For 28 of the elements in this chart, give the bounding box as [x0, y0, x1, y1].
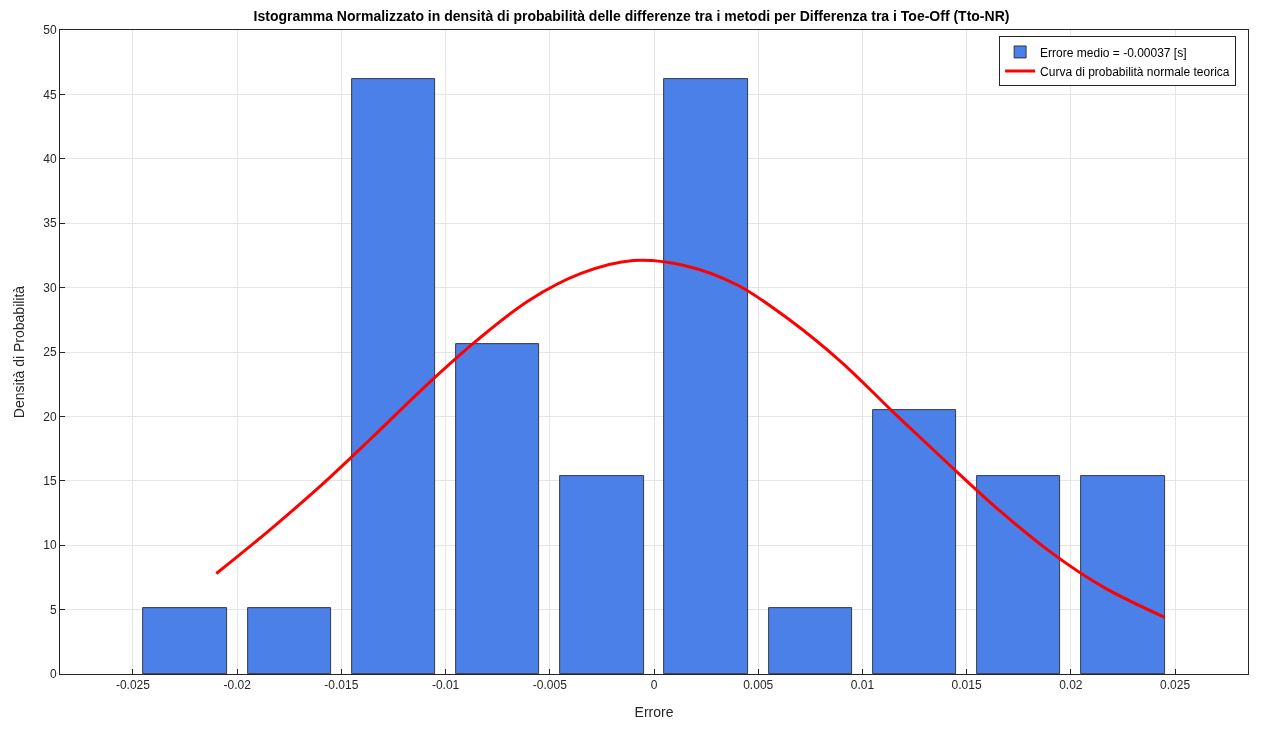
y-tick-label: 50: [43, 23, 57, 38]
y-tick-label: 40: [43, 152, 57, 166]
x-tick-label: -0.005: [532, 678, 568, 693]
x-tick-label: -0.025: [115, 678, 151, 693]
y-axis-title: Densità di Probabilità: [10, 285, 27, 419]
y-tick-label: 5: [49, 602, 57, 617]
x-axis-title: Errore: [634, 703, 674, 720]
x-tick-label: 0: [650, 678, 658, 693]
y-tick-label: 45: [43, 87, 57, 102]
x-tick-label: 0.005: [743, 678, 774, 693]
x-tick-label: 0.025: [1160, 678, 1191, 693]
y-tick-label: 30: [43, 280, 57, 295]
y-tick-label: 15: [43, 474, 57, 488]
legend-label: Curva di probabilità normale teorica: [1040, 64, 1230, 79]
chart-title: Istogramma Normalizzato in densità di probabilità delle differenze tra i metodi per Differenza tra i Toe-Off (Tto-NR): [253, 7, 1010, 24]
x-tick-label: -0.01: [431, 678, 460, 693]
x-tick-label: 0.02: [1059, 678, 1083, 693]
y-tick-label: 10: [43, 538, 57, 553]
x-tick-label: 0.015: [951, 678, 982, 693]
line-series: [214, 258, 1167, 619]
legend-label: Errore medio = -0.00037 [s]: [1040, 45, 1187, 60]
y-tick-label: 20: [43, 409, 57, 424]
y-tick-label: 0: [49, 667, 57, 682]
x-tick-label: 0.01: [850, 678, 875, 693]
x-tick-label: -0.015: [324, 678, 359, 693]
y-tick-label: 25: [43, 345, 57, 360]
x-tick-label: -0.02: [223, 678, 252, 693]
y-tick-label: 35: [43, 216, 57, 231]
